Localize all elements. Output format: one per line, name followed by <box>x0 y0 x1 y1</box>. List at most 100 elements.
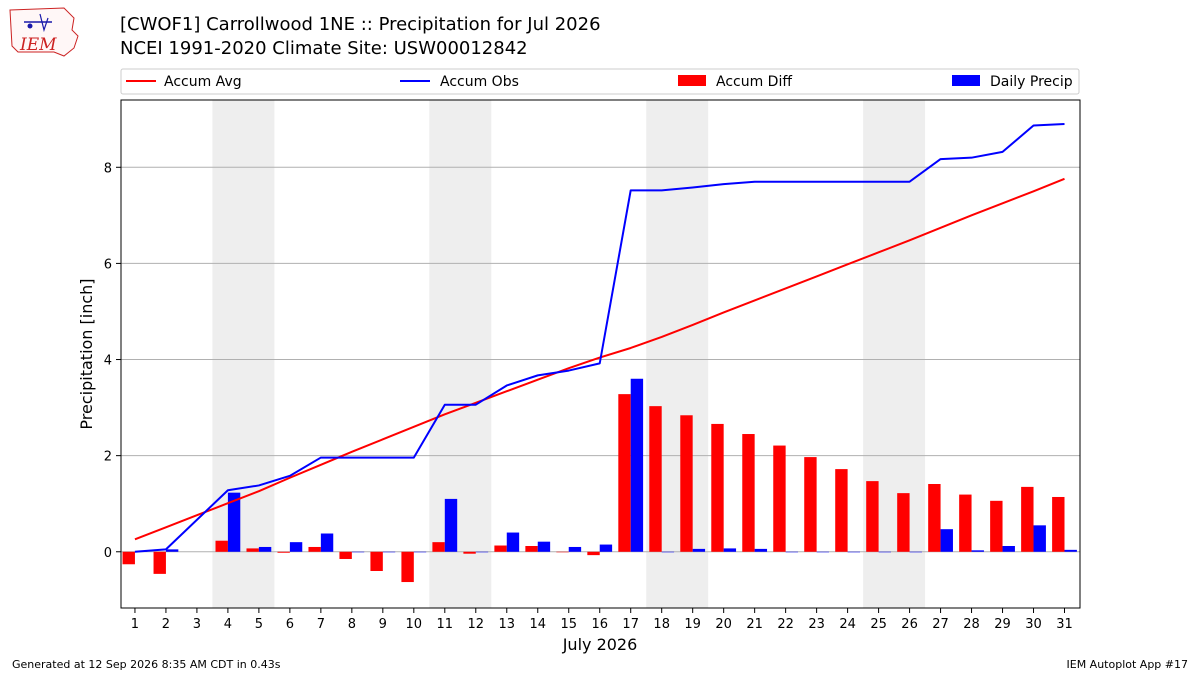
x-tick-label: 3 <box>193 617 201 632</box>
daily-precip-bar <box>785 551 799 553</box>
x-tick-label: 10 <box>406 617 423 632</box>
daily-precip-bar <box>537 541 551 552</box>
iem-logo: IEM <box>9 7 79 57</box>
daily-precip-bar <box>878 551 891 553</box>
accum-diff-bar <box>122 551 135 565</box>
x-tick-label: 20 <box>715 617 732 632</box>
y-tick-label: 4 <box>104 354 112 369</box>
daily-precip-bar <box>444 498 458 552</box>
x-tick-label: 2 <box>162 617 170 632</box>
accum-diff-bar <box>277 551 290 553</box>
accum-diff-bar <box>897 493 910 552</box>
y-tick-label: 6 <box>104 257 112 272</box>
accum-diff-bar <box>742 434 755 552</box>
chart-title: [CWOF1] Carrollwood 1NE :: Precipitation… <box>120 14 601 35</box>
legend-label-daily-precip: Daily Precip <box>990 74 1073 90</box>
y-axis-label: Precipitation [inch] <box>77 278 96 429</box>
accum-diff-bar <box>649 406 662 552</box>
x-tick-label: 16 <box>591 617 608 632</box>
accum-diff-bar <box>835 469 848 552</box>
accum-diff-bar <box>339 551 352 559</box>
accum-diff-bar <box>928 484 941 552</box>
daily-precip-bar <box>1002 546 1015 552</box>
accum-diff-bar <box>153 551 166 574</box>
daily-precip-bar <box>506 532 520 552</box>
x-tick-label: 8 <box>348 617 356 632</box>
accum-diff-bar <box>959 494 972 552</box>
daily-precip-bar <box>816 551 830 553</box>
x-tick-label: 18 <box>653 617 670 632</box>
x-tick-label: 23 <box>808 617 825 632</box>
accum-obs-line <box>134 123 1065 553</box>
x-axis-ticks: 1 2 3 4 5 6 7 8 9 10 11 12 13 14 15 16 17 18 19 20 21 22 23 24 2… <box>131 608 1073 632</box>
bar-series <box>122 378 1077 583</box>
x-tick-label: 5 <box>255 617 263 632</box>
x-tick-label: 24 <box>839 617 856 632</box>
logo-text: IEM <box>19 35 57 55</box>
daily-precip-bar <box>413 551 427 553</box>
daily-precip-bar <box>1033 525 1046 552</box>
x-tick-label: 19 <box>684 617 701 632</box>
y-tick-label: 8 <box>104 161 112 176</box>
daily-precip-bar <box>475 551 489 553</box>
daily-precip-bar <box>723 548 737 552</box>
daily-precip-bar <box>692 548 706 552</box>
accum-diff-bar <box>463 551 476 554</box>
accum-diff-bar <box>308 546 321 552</box>
legend-frame <box>120 68 1080 95</box>
weekend-shading <box>212 100 926 608</box>
accum-diff-bar <box>711 423 724 552</box>
daily-precip-bar <box>909 551 922 553</box>
daily-precip-bar <box>258 546 272 552</box>
daily-precip-bar <box>351 551 365 553</box>
weekend-band <box>212 100 275 608</box>
legend-item-accum-avg: Accum Avg <box>126 74 242 90</box>
x-tick-label: 6 <box>286 617 294 632</box>
daily-precip-bar <box>661 551 675 553</box>
x-tick-label: 4 <box>224 617 232 632</box>
y-tick-label: 2 <box>104 450 112 465</box>
x-tick-label: 15 <box>560 617 577 632</box>
accum-diff-bar <box>680 415 693 552</box>
x-tick-label: 26 <box>901 617 918 632</box>
line-series <box>134 123 1065 553</box>
legend-label-accum-obs: Accum Obs <box>440 74 519 90</box>
accum-diff-bar <box>1021 486 1034 552</box>
legend-swatch-daily-precip <box>952 75 980 86</box>
legend: Accum Avg Accum Obs Accum Diff Daily Pre… <box>120 68 1080 95</box>
accum-diff-bar <box>401 551 414 583</box>
y-axis-ticks: 0 2 4 6 8 <box>104 161 121 561</box>
x-tick-label: 25 <box>870 617 887 632</box>
accum-diff-bar <box>525 546 538 552</box>
footer-app: IEM Autoplot App #17 <box>1067 658 1189 671</box>
accum-diff-bar <box>370 551 383 571</box>
x-tick-label: 13 <box>498 617 515 632</box>
accum-diff-bar <box>804 457 817 552</box>
x-tick-label: 21 <box>746 617 763 632</box>
x-tick-label: 22 <box>777 617 794 632</box>
accum-diff-bar <box>618 394 631 552</box>
legend-item-accum-diff: Accum Diff <box>678 74 792 90</box>
accum-diff-bar <box>432 542 445 552</box>
x-axis-label: July 2026 <box>562 635 638 654</box>
accum-diff-bar <box>556 551 569 553</box>
daily-precip-bar <box>227 492 241 552</box>
y-tick-label: 0 <box>104 546 112 561</box>
accum-diff-bar <box>990 500 1003 552</box>
daily-precip-bar <box>289 542 303 552</box>
x-tick-label: 11 <box>437 617 454 632</box>
x-tick-label: 12 <box>468 617 485 632</box>
footer-generated: Generated at 12 Sep 2026 8:35 AM CDT in … <box>12 658 281 671</box>
chart-subtitle: NCEI 1991-2020 Climate Site: USW00012842 <box>120 38 528 59</box>
plot-frame <box>120 99 1081 609</box>
x-tick-label: 28 <box>963 617 980 632</box>
daily-precip-bar <box>568 546 582 552</box>
accum-diff-bar <box>246 548 259 552</box>
accum-diff-bar <box>866 481 879 552</box>
x-tick-label: 14 <box>529 617 546 632</box>
accum-diff-bar <box>587 551 600 556</box>
daily-precip-bar <box>165 549 179 552</box>
x-tick-label: 17 <box>622 617 639 632</box>
legend-item-accum-obs: Accum Obs <box>400 74 519 90</box>
